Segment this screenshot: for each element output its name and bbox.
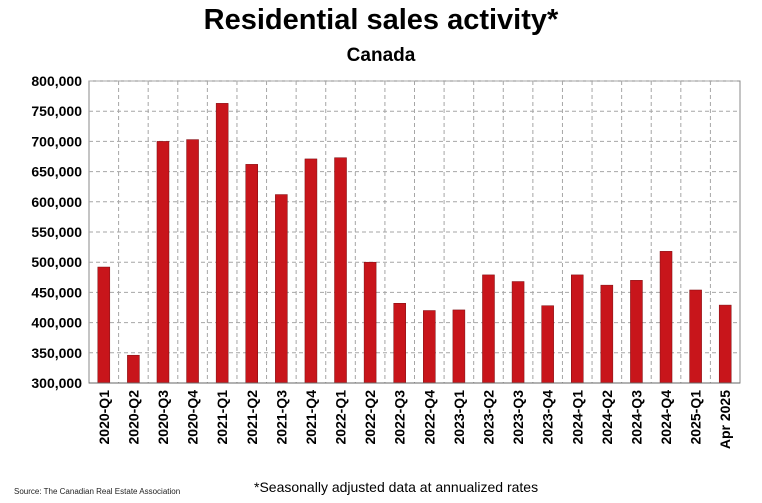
x-tick-label: 2022-Q2 [362,390,378,445]
x-tick-label: 2022-Q3 [392,390,408,445]
bar [600,284,614,384]
y-tick-label: 600,000 [31,194,82,210]
bar [334,157,347,384]
x-tick-label: 2023-Q4 [540,390,556,445]
bar [482,274,495,384]
y-tick-label: 650,000 [31,164,82,180]
x-tick-label: 2023-Q3 [510,390,526,445]
bar [393,303,406,384]
x-tick-label: 2020-Q3 [155,390,171,445]
x-tick-label: 2021-Q2 [244,390,260,445]
x-tick-label: 2025-Q1 [688,390,704,445]
y-tick-label: 550,000 [31,224,82,240]
x-tick-label: 2022-Q1 [333,390,349,445]
bar [186,139,199,384]
x-tick-label: 2020-Q2 [125,390,141,445]
bar [156,141,170,384]
y-tick-label: 400,000 [31,315,82,331]
bar [423,310,436,384]
x-tick-label: 2024-Q1 [569,390,585,445]
x-tick-label: 2021-Q4 [303,390,319,445]
bar [363,261,377,384]
footnote: *Seasonally adjusted data at annualized … [254,479,539,495]
x-tick-label: 2023-Q1 [451,390,467,445]
bar [718,304,732,384]
x-tick-label: Apr 2025 [717,390,733,449]
bar [127,354,140,384]
y-tick-label: 500,000 [31,254,82,270]
y-tick-label: 300,000 [31,375,82,391]
bar [97,266,111,384]
bar [304,158,318,384]
chart-subtitle: Canada [346,45,416,66]
bar [659,251,673,384]
y-tick-label: 350,000 [31,345,82,361]
bar [630,280,643,384]
x-tick-label: 2022-Q4 [421,390,437,445]
chart-title: Residential sales activity* [203,4,559,36]
bar [541,305,554,384]
y-tick-label: 700,000 [31,133,82,149]
y-tick-label: 750,000 [31,103,82,119]
x-tick-label: 2021-Q1 [214,390,230,445]
x-tick-label: 2024-Q4 [658,390,674,445]
y-tick-label: 450,000 [31,284,82,300]
y-tick-label: 800,000 [31,73,82,89]
bar [275,194,288,384]
x-tick-label: 2021-Q3 [273,390,289,445]
bar [452,309,466,384]
x-tick-label: 2024-Q3 [628,390,644,445]
x-tick-label: 2023-Q2 [480,390,496,445]
bar [689,289,702,384]
bar [215,103,229,384]
x-tick-label: 2020-Q1 [96,390,112,445]
source-note: Source: The Canadian Real Estate Associa… [14,487,181,496]
x-tick-label: 2024-Q2 [599,390,615,445]
bar [245,164,258,384]
bar [511,281,525,384]
x-tick-label: 2020-Q4 [185,390,201,445]
bar [571,274,584,384]
